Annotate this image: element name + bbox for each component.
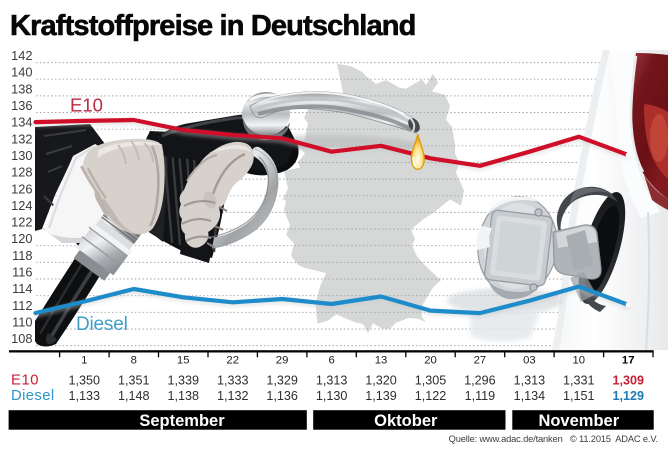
svg-text:1,132: 1,132 xyxy=(217,389,249,403)
svg-text:27: 27 xyxy=(474,355,487,367)
svg-text:1,329: 1,329 xyxy=(266,374,298,388)
svg-text:1,313: 1,313 xyxy=(514,374,546,388)
svg-text:10: 10 xyxy=(573,355,586,367)
svg-text:134: 134 xyxy=(11,115,32,130)
svg-text:6: 6 xyxy=(328,355,334,367)
svg-text:17: 17 xyxy=(622,355,635,367)
svg-text:114: 114 xyxy=(12,281,32,296)
svg-text:1,305: 1,305 xyxy=(415,374,447,388)
svg-text:November: November xyxy=(538,412,619,430)
svg-text:124: 124 xyxy=(11,198,32,213)
svg-text:1,119: 1,119 xyxy=(465,389,496,403)
svg-text:E10: E10 xyxy=(70,95,103,116)
svg-text:1,129: 1,129 xyxy=(612,389,644,403)
svg-text:1,122: 1,122 xyxy=(415,389,447,403)
svg-text:22: 22 xyxy=(226,355,239,367)
svg-text:1,320: 1,320 xyxy=(365,374,397,388)
svg-text:1: 1 xyxy=(81,355,87,367)
svg-text:1,136: 1,136 xyxy=(266,389,298,403)
svg-text:126: 126 xyxy=(11,181,32,196)
svg-text:1,333: 1,333 xyxy=(217,374,249,388)
svg-text:1,296: 1,296 xyxy=(464,374,496,388)
svg-text:1,139: 1,139 xyxy=(365,389,397,403)
svg-text:8: 8 xyxy=(131,355,137,367)
svg-text:118: 118 xyxy=(12,248,32,263)
svg-text:130: 130 xyxy=(11,148,32,163)
svg-text:116: 116 xyxy=(12,265,32,280)
svg-text:13: 13 xyxy=(375,355,388,367)
svg-text:1,138: 1,138 xyxy=(167,389,199,403)
svg-text:Diesel: Diesel xyxy=(76,314,128,335)
svg-text:140: 140 xyxy=(11,65,32,80)
svg-text:128: 128 xyxy=(11,165,32,180)
svg-text:1,130: 1,130 xyxy=(316,389,348,403)
svg-text:1,133: 1,133 xyxy=(69,389,101,403)
svg-text:1,148: 1,148 xyxy=(118,389,150,403)
svg-text:1,313: 1,313 xyxy=(316,374,348,388)
svg-text:Oktober: Oktober xyxy=(374,412,438,430)
svg-text:Kraftstoffpreise in Deutschlan: Kraftstoffpreise in Deutschland xyxy=(10,10,416,42)
svg-text:29: 29 xyxy=(276,355,289,367)
svg-text:112: 112 xyxy=(12,298,32,313)
svg-text:1,134: 1,134 xyxy=(514,389,546,403)
svg-text:110: 110 xyxy=(12,315,32,330)
svg-text:136: 136 xyxy=(11,98,32,113)
svg-text:142: 142 xyxy=(11,48,32,63)
svg-text:132: 132 xyxy=(11,131,32,146)
svg-text:E10: E10 xyxy=(11,373,39,389)
svg-text:108: 108 xyxy=(11,331,32,346)
svg-text:1,339: 1,339 xyxy=(167,374,199,388)
svg-text:September: September xyxy=(139,412,225,430)
svg-text:1,309: 1,309 xyxy=(612,374,644,388)
svg-text:1,351: 1,351 xyxy=(118,374,150,388)
svg-text:138: 138 xyxy=(11,81,32,96)
svg-text:Diesel: Diesel xyxy=(11,388,55,404)
svg-text:03: 03 xyxy=(523,355,536,367)
svg-text:15: 15 xyxy=(177,355,190,367)
svg-text:Quelle: www.adac.de/tanken ©: Quelle: www.adac.de/tanken © 11.2015 ADA… xyxy=(449,434,658,444)
svg-text:122: 122 xyxy=(11,215,32,230)
svg-text:20: 20 xyxy=(424,355,437,367)
svg-text:1,350: 1,350 xyxy=(69,374,101,388)
svg-text:1,331: 1,331 xyxy=(563,374,595,388)
svg-text:1,151: 1,151 xyxy=(563,389,595,403)
svg-text:120: 120 xyxy=(11,231,32,246)
